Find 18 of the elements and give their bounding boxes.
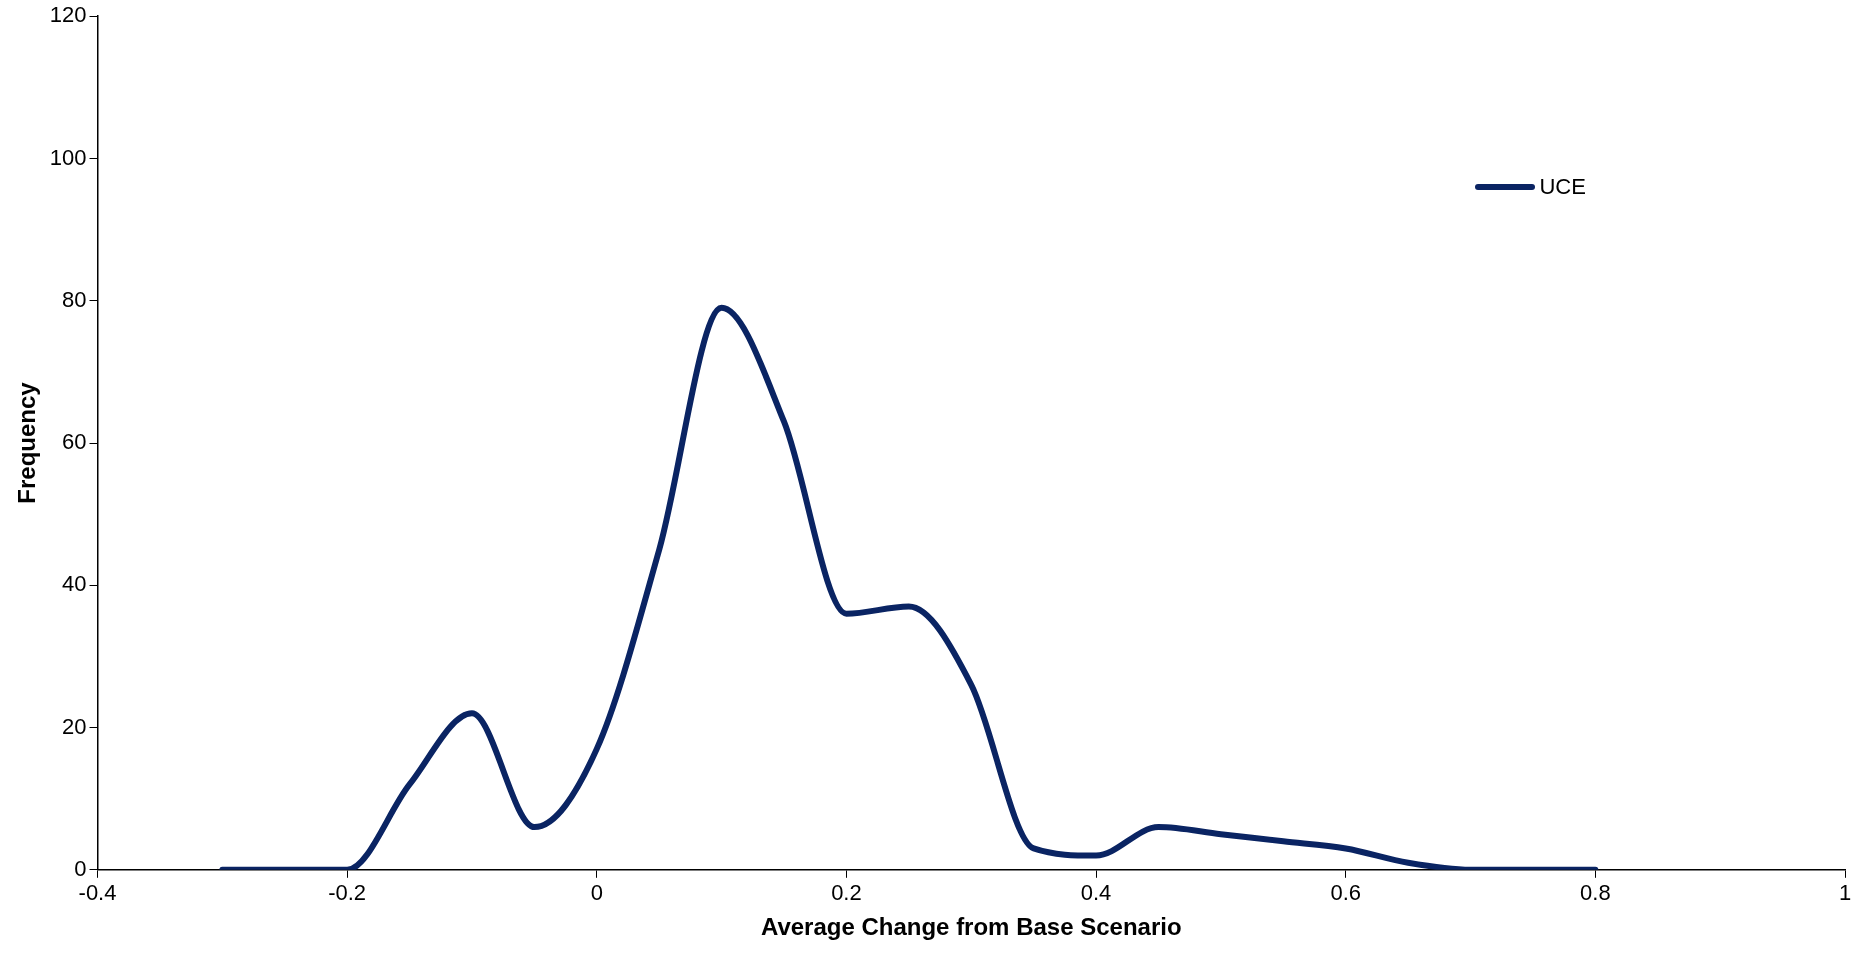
y-tick-label: 40 — [62, 571, 87, 597]
y-tick-label: 120 — [49, 2, 87, 28]
x-tick-label: -0.2 — [328, 880, 367, 906]
y-axis-title: Frequency — [13, 381, 41, 504]
y-tick-label: 80 — [62, 286, 87, 312]
x-tick-label: 1 — [1838, 880, 1852, 906]
y-tick-label: 20 — [62, 713, 87, 739]
x-tick-label: 0.2 — [831, 880, 862, 906]
x-tick-label: 0.4 — [1080, 880, 1112, 906]
x-tick-label: -0.4 — [78, 880, 117, 906]
y-tick-label: 0 — [74, 855, 87, 881]
y-tick-label: 100 — [49, 144, 87, 170]
x-tick-label: 0 — [590, 880, 603, 906]
x-axis-title: Average Change from Base Scenario — [760, 913, 1182, 941]
legend-label: UCE — [1539, 173, 1586, 200]
y-tick-label: 60 — [62, 429, 87, 455]
x-tick-label: 0.8 — [1580, 880, 1611, 906]
x-tick-label: 0.6 — [1330, 880, 1362, 906]
